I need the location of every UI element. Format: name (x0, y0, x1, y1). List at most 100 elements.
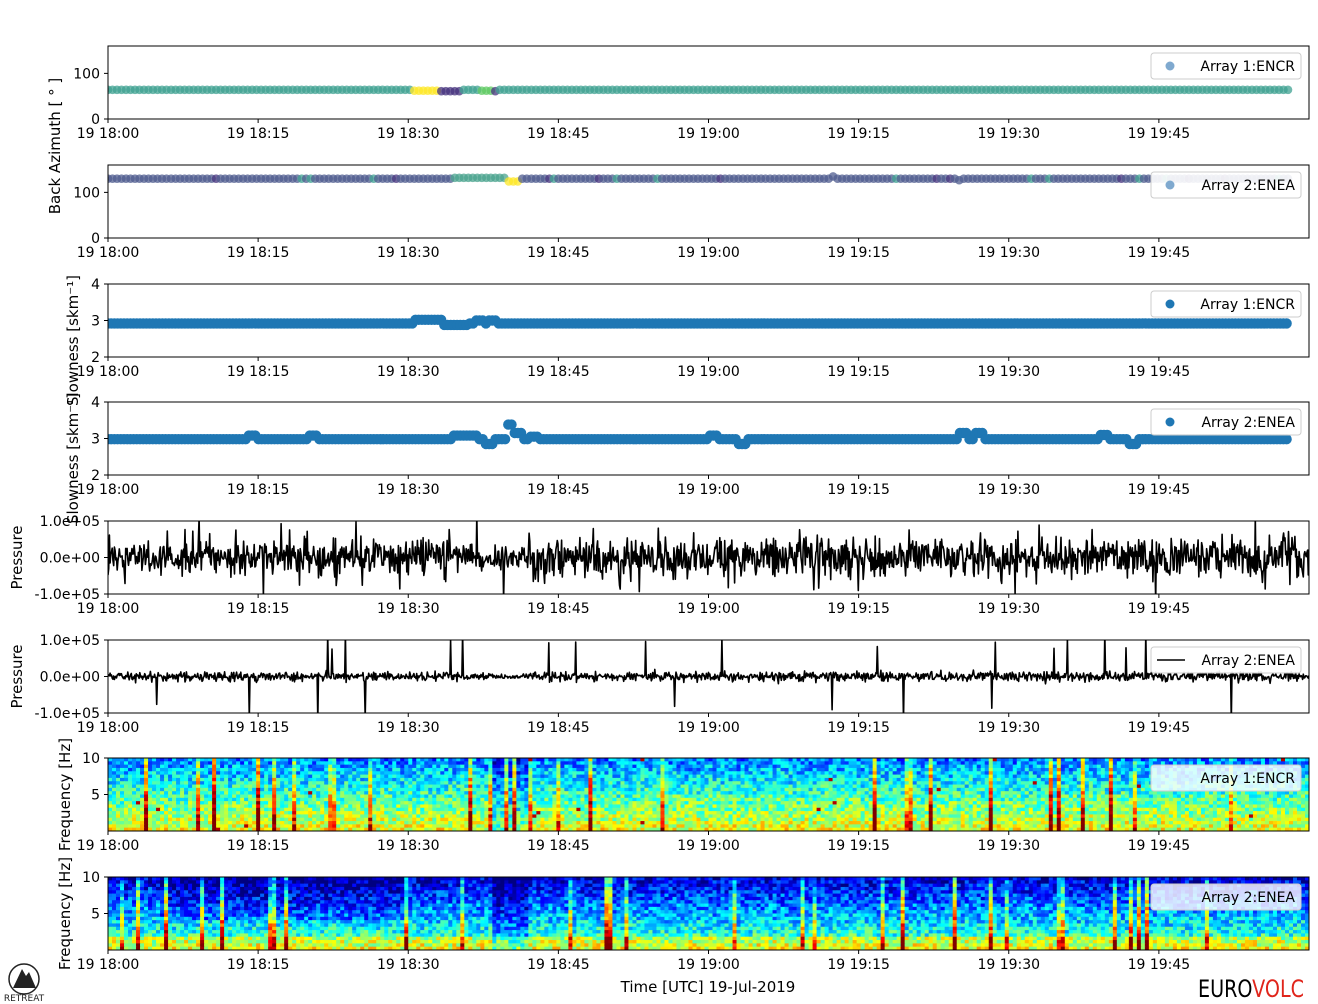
legend-marker (1165, 417, 1175, 427)
legend-label: Array 2:ENEA (1201, 890, 1295, 906)
eurovolc-logo-part1: EURO (1198, 975, 1252, 1003)
panel-spectrogram-array-2: 19 18:00 19 18:15 19 18:30 19 18:45 19 19:00… (56, 857, 1310, 973)
x-tick-label: 19 18:30 (377, 601, 440, 617)
spectrogram-cells (108, 877, 1309, 950)
panel-pressure-array-2: 19 18:00 19 18:15 19 18:30 19 18:45 19 19:00… (8, 633, 1310, 736)
x-axis-label: Time [UTC] 19-Jul-2019 (620, 978, 796, 996)
waveform-line (108, 521, 1309, 594)
y-tick-label: 1.0e+05 (40, 514, 100, 530)
x-tick-label: 19 18:00 (77, 601, 140, 617)
panel-spectrogram-array-1: 19 18:00 19 18:15 19 18:30 19 18:45 19 19:00… (56, 738, 1310, 854)
x-tick-label: 19 18:30 (377, 482, 440, 498)
panel-pressure-array-1: 19 18:00 19 18:15 19 18:30 19 18:45 19 19:00… (8, 514, 1310, 617)
x-tick-label: 19 18:30 (377, 245, 440, 261)
x-tick-label: 19 19:45 (1128, 601, 1191, 617)
y-tick-label: 3 (91, 432, 100, 448)
y-tick-label: -1.0e+05 (35, 706, 100, 722)
x-tick-label: 19 19:15 (827, 482, 890, 498)
data-point (506, 419, 517, 430)
panel-back-azimuth-array-1: 19 18:00 19 18:15 19 18:30 19 18:45 19 19:00… (46, 45, 1310, 215)
plot-area (108, 314, 1292, 331)
x-tick-label: 19 18:30 (377, 126, 440, 142)
x-tick-label: 19 18:00 (77, 126, 140, 142)
x-tick-label: 19 19:15 (827, 838, 890, 854)
plot-area (108, 877, 1309, 950)
panel-slowness-array-1: 19 18:00 19 18:15 19 18:30 19 18:45 19 19:00… (64, 275, 1310, 406)
legend-label: Array 1:ENCR (1200, 59, 1295, 75)
y-axis-label: Pressure (8, 644, 26, 708)
x-tick-label: 19 18:45 (527, 126, 590, 142)
x-tick-label: 19 18:15 (227, 245, 290, 261)
y-tick-label: 1.0e+05 (40, 633, 100, 649)
y-axis-label: Slowness [skm⁻¹] (64, 393, 82, 524)
y-tick-label: 3 (91, 314, 100, 330)
legend: Array 1:ENCR (1150, 52, 1302, 80)
x-tick-label: 19 19:30 (977, 126, 1040, 142)
x-tick-label: 19 18:15 (227, 482, 290, 498)
x-tick-label: 19 18:15 (227, 957, 290, 973)
x-tick-label: 19 18:45 (527, 482, 590, 498)
x-tick-label: 19 19:30 (977, 601, 1040, 617)
x-tick-label: 19 19:00 (677, 482, 740, 498)
x-tick-label: 19 19:45 (1128, 482, 1191, 498)
x-tick-label: 19 18:45 (527, 364, 590, 380)
x-tick-label: 19 18:45 (527, 957, 590, 973)
x-tick-label: 19 19:15 (827, 126, 890, 142)
plot-area (108, 640, 1309, 713)
retreat-logo-text: RETREAT (4, 994, 45, 1004)
x-tick-label: 19 18:00 (77, 838, 140, 854)
y-axis-label: Slowness [skm⁻¹] (64, 275, 82, 406)
y-axis-label: Pressure (8, 525, 26, 589)
x-tick-label: 19 19:00 (677, 957, 740, 973)
legend: Array 1:ENCR (1150, 290, 1302, 318)
x-tick-label: 19 18:30 (377, 838, 440, 854)
x-tick-label: 19 18:30 (377, 957, 440, 973)
x-tick-label: 19 18:30 (377, 720, 440, 736)
legend: Array 2:ENEA (1150, 883, 1302, 911)
panel-slowness-array-2: 19 18:00 19 18:15 19 18:30 19 18:45 19 19:00… (64, 393, 1310, 524)
plot-area (108, 758, 1309, 831)
y-tick-label: 10 (82, 870, 100, 886)
spectrogram-cells (108, 758, 1309, 831)
waveform-line (108, 640, 1309, 713)
x-tick-label: 19 18:15 (227, 364, 290, 380)
x-tick-label: 19 18:45 (527, 720, 590, 736)
y-tick-label: 0 (91, 112, 100, 128)
x-tick-label: 19 19:45 (1128, 957, 1191, 973)
x-tick-label: 19 19:30 (977, 482, 1040, 498)
eurovolc-logo: EUROVOLC (1198, 975, 1304, 1003)
y-tick-label: 10 (82, 751, 100, 767)
x-tick-label: 19 18:15 (227, 601, 290, 617)
plot-area (108, 172, 1293, 186)
plot-area (108, 521, 1309, 594)
legend-label: Array 1:ENCR (1200, 771, 1295, 787)
y-axis-label: Back Azimuth [ ° ] (46, 78, 64, 215)
x-tick-label: 19 19:30 (977, 720, 1040, 736)
axes-frame (107, 45, 1310, 120)
y-tick-label: 0 (91, 231, 100, 247)
x-tick-label: 19 19:30 (977, 364, 1040, 380)
data-point (1283, 85, 1293, 95)
legend: Array 1:ENCR (1150, 764, 1302, 792)
y-tick-label: 2 (91, 468, 100, 484)
x-tick-label: 19 19:00 (677, 601, 740, 617)
x-tick-label: 19 19:00 (677, 364, 740, 380)
legend: Array 2:ENEA (1150, 646, 1302, 674)
y-tick-label: 0.0e+00 (40, 551, 100, 567)
x-tick-label: 19 19:00 (677, 245, 740, 261)
x-tick-label: 19 19:15 (827, 720, 890, 736)
x-tick-label: 19 19:45 (1128, 838, 1191, 854)
x-tick-label: 19 18:00 (77, 482, 140, 498)
x-tick-label: 19 19:00 (677, 720, 740, 736)
plot-area (108, 419, 1292, 450)
legend-label: Array 1:ENCR (1200, 297, 1295, 313)
data-point (1281, 318, 1292, 329)
legend: Array 2:ENEA (1150, 171, 1302, 199)
x-tick-label: 19 19:30 (977, 838, 1040, 854)
legend: Array 2:ENEA (1150, 408, 1302, 436)
x-tick-label: 19 19:30 (977, 957, 1040, 973)
x-tick-label: 19 19:15 (827, 601, 890, 617)
eurovolc-logo-part2: VOLC (1252, 975, 1304, 1003)
y-tick-label: 4 (91, 395, 100, 411)
x-tick-label: 19 18:00 (77, 245, 140, 261)
